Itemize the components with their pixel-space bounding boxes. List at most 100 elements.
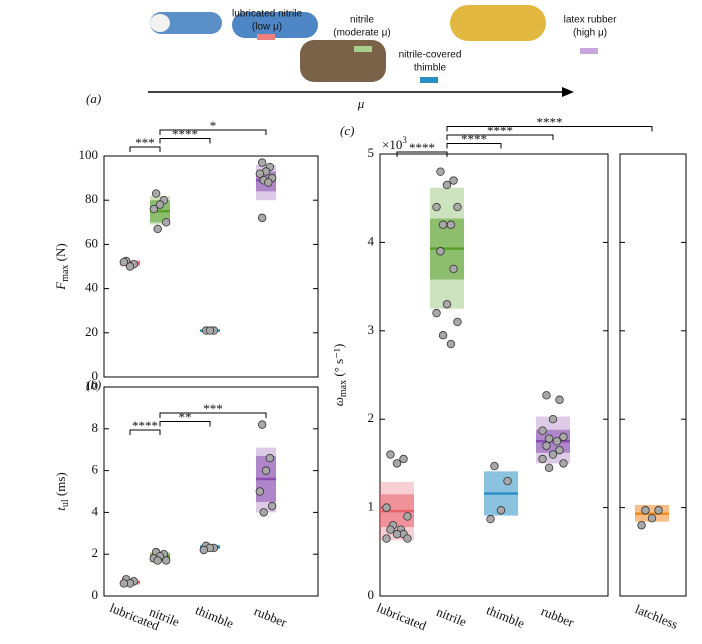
- data-point: [149, 204, 159, 214]
- lubricated-icon: [150, 12, 222, 34]
- y-tick-label: 2: [368, 410, 375, 425]
- data-point: [199, 545, 209, 555]
- nitrile-icon: [232, 12, 318, 38]
- data-point: [382, 503, 391, 512]
- x-tick-label: rubber: [539, 603, 577, 630]
- panel-label: (b): [86, 377, 101, 392]
- y-label-subscript: max: [338, 380, 349, 397]
- y-label-subscript: ul: [60, 499, 71, 507]
- data-point: [267, 501, 277, 511]
- x-tick-label: rubber: [252, 603, 290, 630]
- significance-label: ****: [132, 418, 158, 433]
- y-tick-label: 3: [368, 322, 375, 337]
- significance-label: ****: [461, 131, 487, 146]
- data-point: [637, 521, 646, 530]
- data-point: [641, 506, 650, 515]
- data-point: [265, 453, 275, 463]
- y-tick-label: 1: [368, 499, 375, 514]
- data-point: [503, 476, 512, 486]
- data-point: [119, 579, 129, 588]
- data-point: [438, 331, 448, 340]
- y-label-symbol: F: [53, 281, 68, 291]
- plot-frame: [619, 153, 687, 597]
- data-point: [161, 218, 171, 227]
- plot-frame: [103, 155, 319, 378]
- data-point: [155, 200, 165, 209]
- significance-bracket: [446, 143, 502, 149]
- significance-bracket: [159, 421, 211, 427]
- data-point: [257, 420, 267, 429]
- y-axis-label: tul (ms): [53, 472, 71, 511]
- data-point: [161, 556, 171, 565]
- significance-label: *: [210, 118, 217, 133]
- data-point: [386, 525, 395, 534]
- plot-frame: [103, 386, 319, 597]
- data-point: [647, 514, 657, 523]
- data-point: [442, 180, 452, 190]
- data-point: [119, 257, 129, 267]
- data-point: [205, 326, 215, 335]
- significance-label: **: [179, 409, 192, 424]
- y-tick-label: 100: [79, 147, 99, 162]
- legend-swatch: [420, 77, 438, 83]
- data-point: [255, 169, 265, 178]
- mu-arrowhead: [562, 87, 574, 97]
- data-point: [403, 534, 412, 543]
- data-point: [548, 450, 558, 459]
- data-point: [125, 262, 135, 271]
- legend-label: lubricated nitrile: [232, 9, 302, 20]
- x-tick-label: latchless: [633, 601, 680, 632]
- y-tick-label: 0: [92, 587, 99, 602]
- thimble-icon: [300, 40, 386, 82]
- x-tick-label: lubricated: [375, 600, 429, 634]
- panel-label: (c): [340, 123, 354, 138]
- legend-label: (moderate μ): [333, 28, 390, 39]
- legend-label: nitrile-covered: [399, 50, 462, 61]
- data-point: [438, 220, 448, 229]
- x-tick-label: nitrile: [434, 604, 469, 630]
- plot-frame: [379, 153, 609, 597]
- y-tick-label: 8: [92, 420, 99, 435]
- data-point: [386, 450, 395, 459]
- y-tick-label: 60: [85, 235, 98, 250]
- axis-multiplier: ×103: [382, 135, 407, 152]
- significance-label: ****: [487, 123, 513, 138]
- multiplier-exp: 3: [402, 135, 407, 145]
- data-point: [559, 459, 568, 468]
- data-point: [496, 506, 506, 515]
- legend-swatch: [257, 34, 275, 40]
- data-point: [399, 454, 408, 464]
- y-label-unit: (N): [53, 243, 68, 264]
- y-label-unit: (ms): [53, 472, 68, 499]
- y-label-symbol: ω: [331, 397, 346, 406]
- significance-bracket: [159, 129, 267, 135]
- x-tick-label: thimble: [193, 602, 236, 631]
- data-point: [453, 202, 462, 212]
- significance-label: ****: [172, 126, 198, 141]
- y-tick-label: 10: [85, 378, 98, 393]
- data-point: [486, 514, 495, 524]
- rubber-icon: [450, 5, 546, 41]
- data-point: [403, 512, 412, 521]
- legend-label: (low μ): [252, 22, 282, 33]
- significance-bracket: [396, 151, 448, 157]
- data-point: [257, 213, 267, 223]
- y-tick-label: 0: [92, 368, 99, 383]
- y-tick-label: 4: [92, 503, 99, 518]
- data-point: [490, 461, 499, 471]
- data-point: [382, 534, 391, 543]
- data-point: [449, 176, 458, 185]
- y-label-subscript: max: [60, 265, 71, 282]
- y-label-symbol: t: [53, 507, 68, 511]
- y-tick-label: 20: [85, 324, 98, 339]
- y-axis-label: Fmax (N): [53, 243, 71, 290]
- data-point: [446, 339, 456, 349]
- data-point: [542, 391, 551, 400]
- multiplier-base: ×10: [382, 137, 402, 152]
- legend-label: thimble: [414, 63, 447, 74]
- y-tick-label: 40: [85, 280, 98, 295]
- data-point: [259, 508, 268, 517]
- significance-bracket: [129, 429, 161, 435]
- data-point: [552, 437, 562, 446]
- data-point: [555, 395, 564, 404]
